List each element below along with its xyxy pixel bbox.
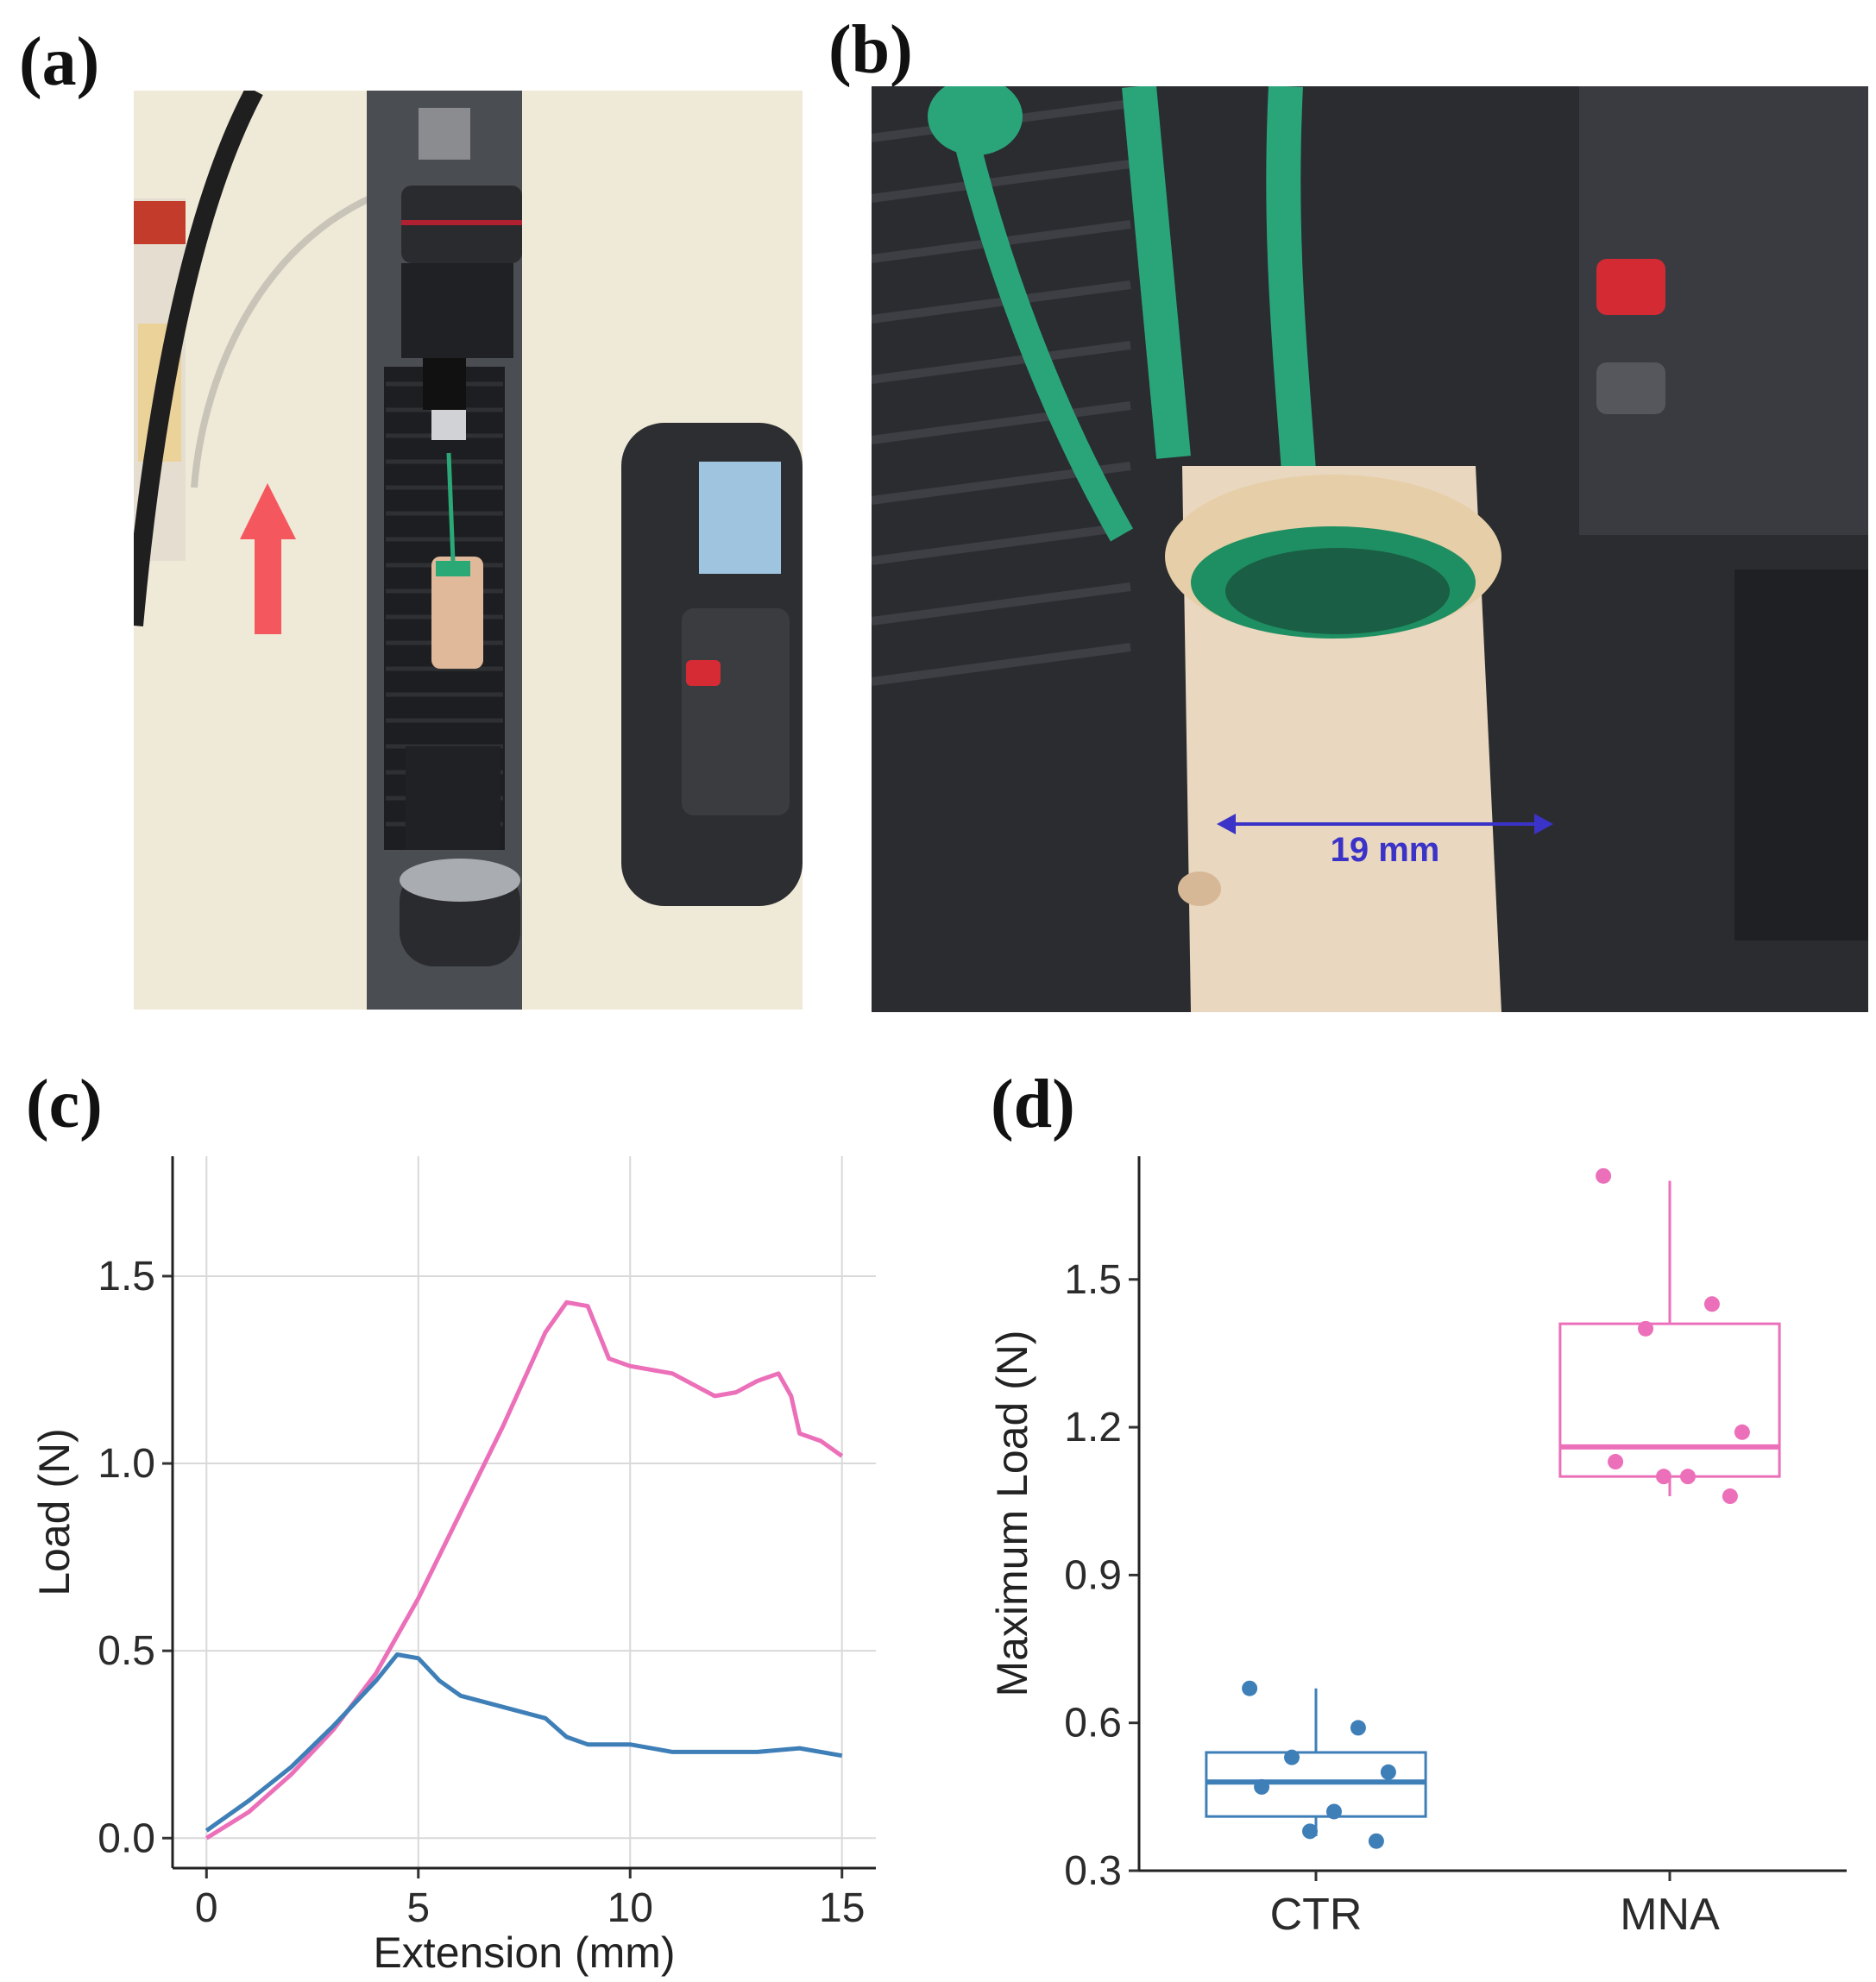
- x-tick-label: 5: [406, 1885, 430, 1931]
- data-point: [1703, 1296, 1720, 1312]
- panel-letter-a: (a): [19, 24, 100, 100]
- panel-letter-b: (b): [828, 12, 913, 88]
- data-point: [1325, 1803, 1342, 1820]
- y-axis-title: Load (N): [30, 1428, 79, 1596]
- series-line-1: [205, 1652, 843, 1833]
- panel-letter-d: (d): [991, 1067, 1075, 1142]
- y-tick-label: 0.3: [1064, 1848, 1122, 1894]
- data-point: [1638, 1320, 1654, 1337]
- y-tick-label: 1.0: [98, 1441, 155, 1487]
- tensile-tester-illustration: [134, 91, 803, 1010]
- y-tick-label: 0.0: [98, 1815, 155, 1861]
- data-point: [1656, 1469, 1672, 1485]
- data-point: [1596, 1167, 1612, 1184]
- maximum-load-boxplot: 0.3 0.6 0.9 1.2 1.5 CTR MNA Maximum Load (N): [988, 1156, 1847, 1940]
- plot-area: [173, 1156, 876, 1868]
- x-tick-label: 15: [819, 1885, 865, 1931]
- y-tick-label: 1.5: [1064, 1257, 1122, 1303]
- data-point: [1302, 1823, 1319, 1840]
- data-point: [1368, 1833, 1384, 1849]
- data-point: [1734, 1424, 1750, 1440]
- sample-closeup-illustration: 19 mm: [872, 86, 1868, 1012]
- data-point: [1679, 1469, 1696, 1485]
- y-tick-label: 0.9: [1064, 1552, 1122, 1598]
- x-axis-title: Extension (mm): [373, 1929, 675, 1977]
- data-point: [1254, 1778, 1270, 1795]
- box-mna: [1558, 1322, 1781, 1478]
- data-point: [1722, 1488, 1738, 1505]
- panel-letter-c: (c): [26, 1067, 103, 1142]
- x-tick-label: CTR: [1270, 1890, 1363, 1940]
- data-point: [1608, 1454, 1624, 1470]
- x-tick-label: MNA: [1620, 1890, 1720, 1940]
- photo-tensile-tester: [134, 91, 803, 1010]
- y-tick-label: 1.5: [98, 1254, 155, 1299]
- data-point: [1380, 1764, 1396, 1780]
- dimension-label: 19 mm: [1331, 831, 1440, 869]
- x-tick-label: 10: [607, 1885, 653, 1931]
- data-point: [1242, 1680, 1258, 1696]
- photo-sample-closeup: 19 mm: [872, 86, 1868, 1012]
- data-point: [1350, 1720, 1366, 1736]
- y-axis-title: Maximum Load (N): [988, 1330, 1036, 1696]
- x-tick-label: 0: [195, 1885, 218, 1931]
- load-extension-chart: 0 5 10 15 0.0 0.5 1.0 1.5 Extension (mm) Load (N): [30, 1156, 876, 1977]
- y-tick-label: 1.2: [1064, 1405, 1122, 1450]
- y-tick-label: 0.6: [1064, 1701, 1122, 1746]
- data-point: [1284, 1749, 1300, 1765]
- dimension-arrow: [1217, 814, 1553, 834]
- up-arrow-icon: [240, 483, 296, 634]
- y-tick-label: 0.5: [98, 1628, 155, 1674]
